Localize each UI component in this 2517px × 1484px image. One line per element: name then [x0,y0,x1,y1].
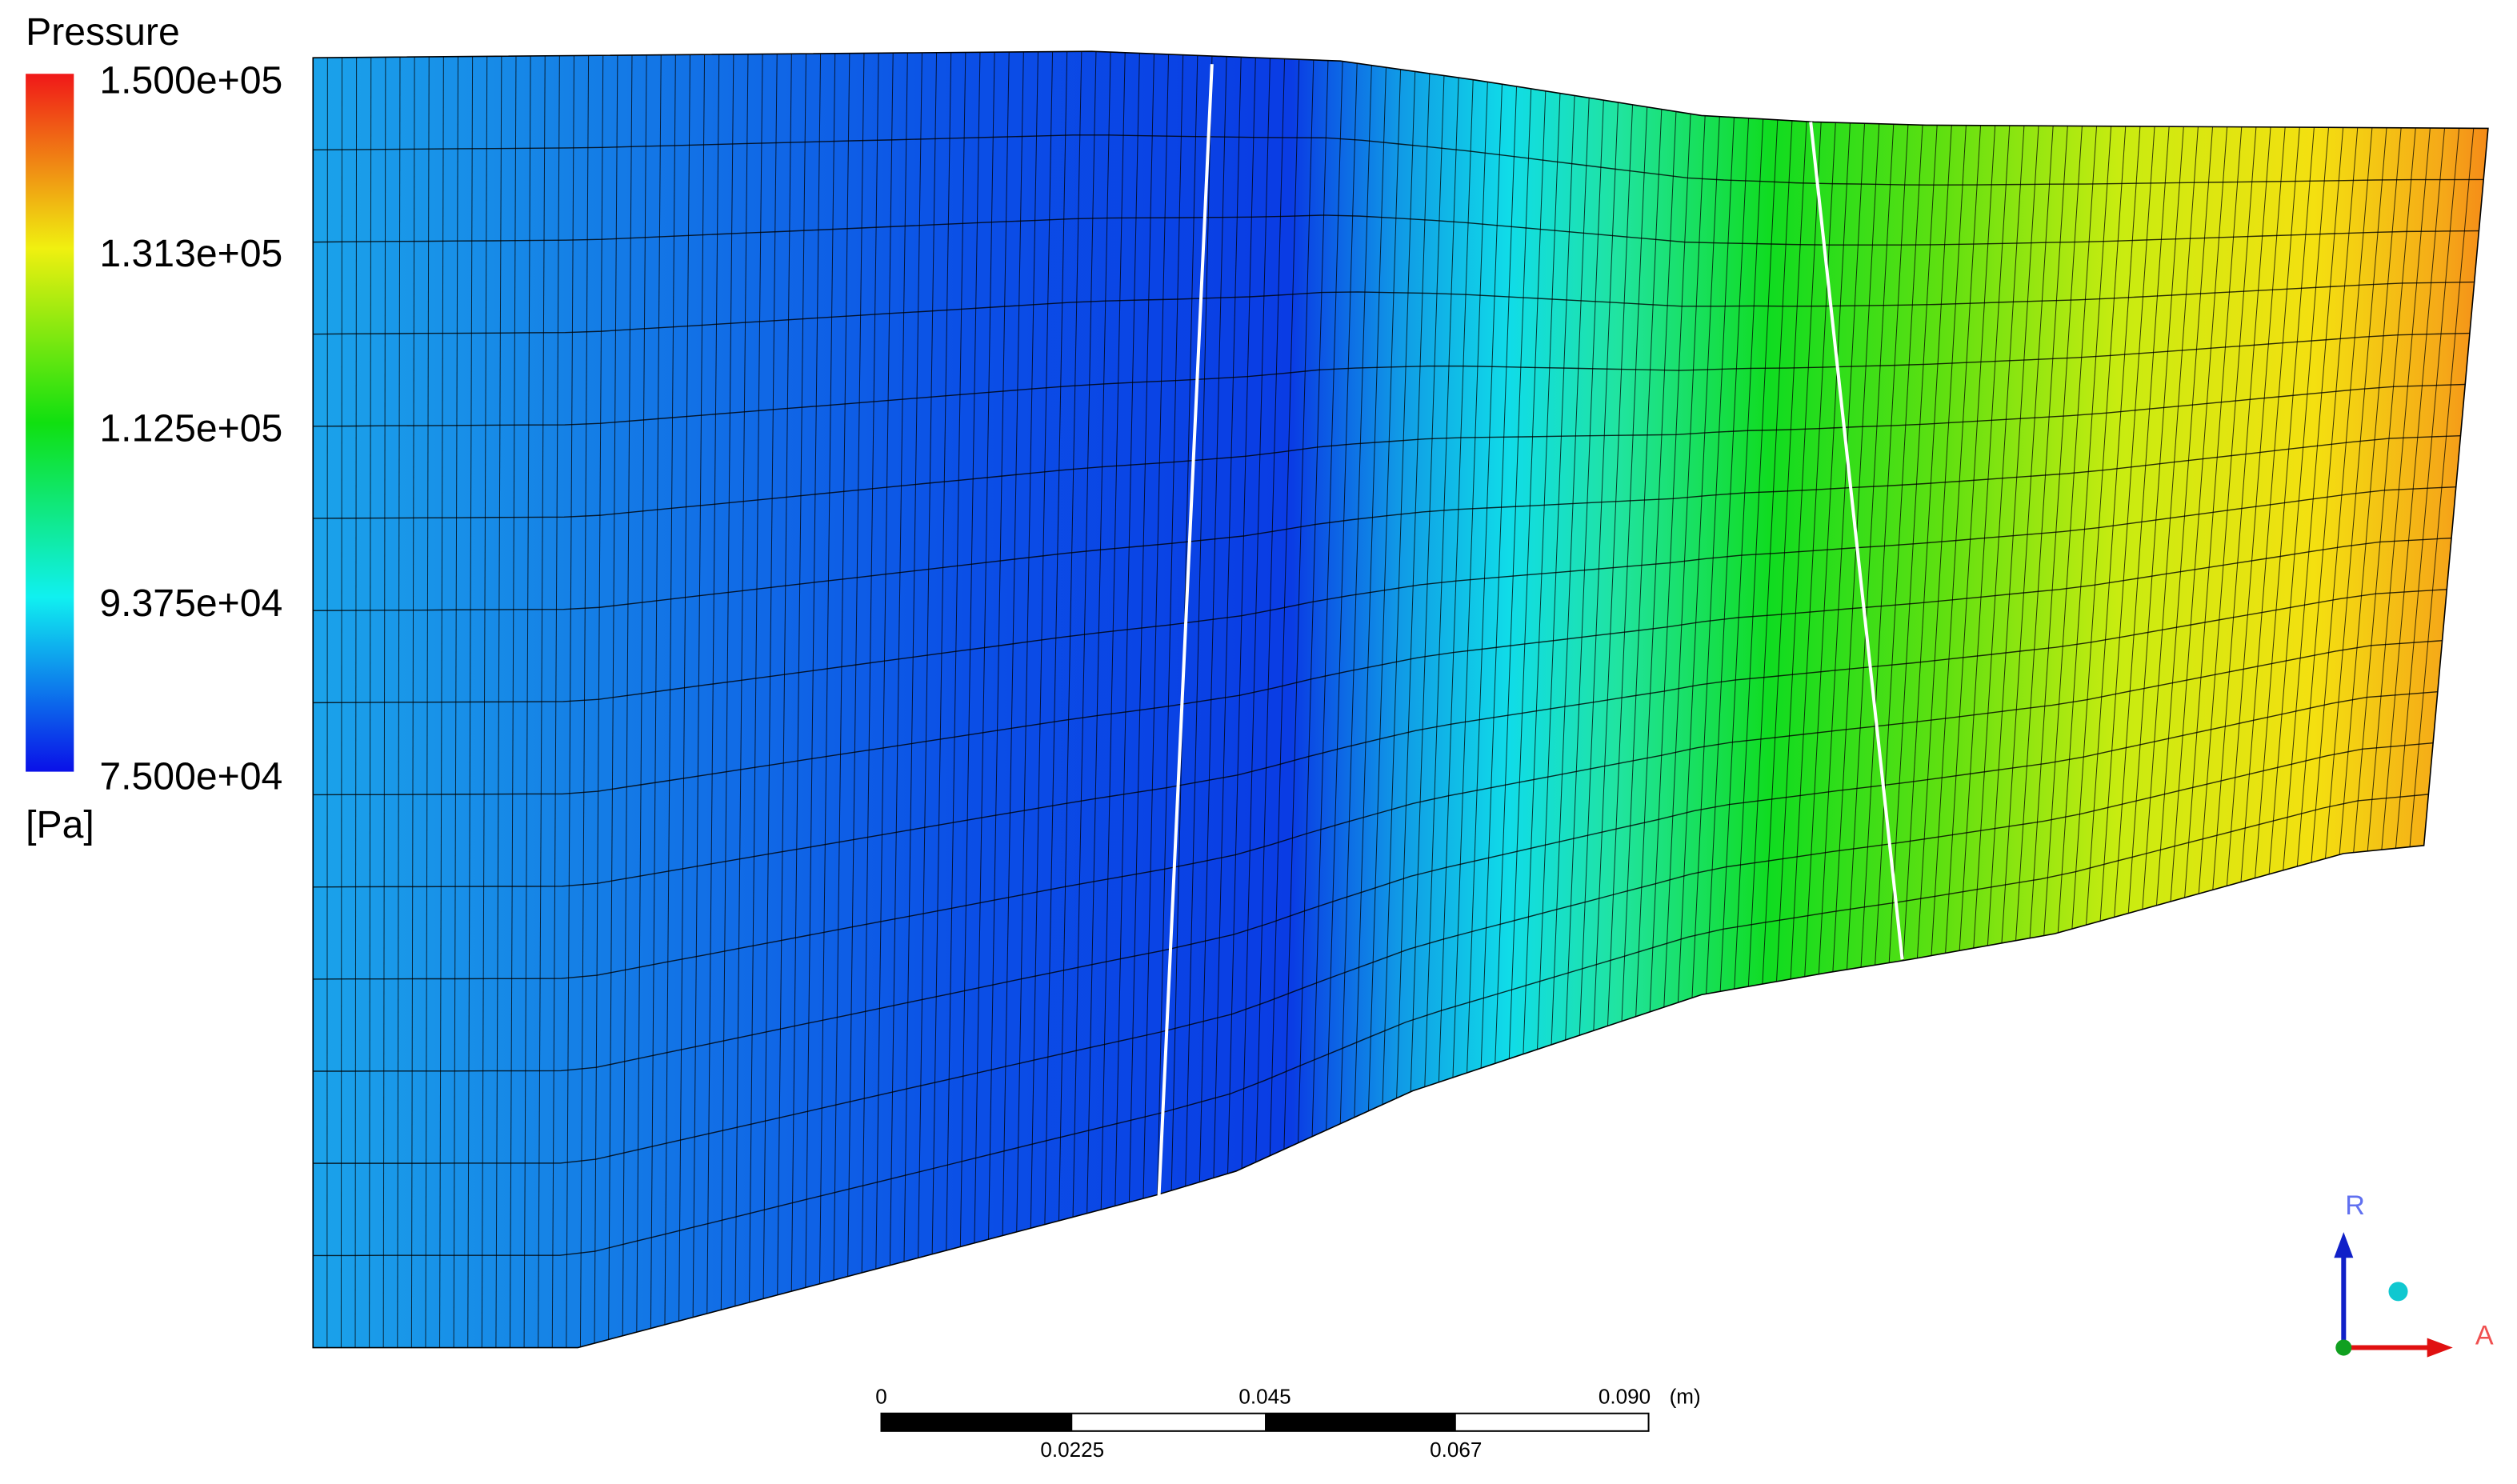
origin [2335,1339,2352,1356]
scale-label: 0.067 [1430,1438,1482,1462]
axis-triad: R A [2334,1190,2494,1358]
arrow-head [2334,1232,2354,1258]
blade [1809,122,1904,960]
scale-bar: 0 0.045 0.090 (m) 0.0225 0.067 [875,1385,1700,1462]
legend-tick: 9.375e+04 [99,582,282,625]
mesh-line [313,214,2479,246]
mesh-line [313,640,2443,980]
arrow-head [2427,1338,2453,1358]
legend-unit: [Pa] [26,803,94,846]
blade [1157,64,1214,1196]
scale-segment [1265,1413,1456,1431]
scale-label: 0.090 [1599,1385,1651,1409]
scale-label: 0.045 [1238,1385,1291,1409]
mesh-line [313,383,2466,519]
radial-label: R [2345,1190,2365,1221]
legend-tick: 1.500e+05 [99,58,282,102]
mesh-line [313,589,2447,888]
mesh-line [313,537,2451,796]
scale-label: 0 [875,1385,887,1409]
color-bar [26,74,74,772]
axial-label: A [2475,1321,2494,1351]
legend-title: Pressure [26,10,180,54]
mesh-line [313,742,2434,1164]
legend-tick: 7.500e+04 [99,755,282,798]
contour-domain [312,50,2489,1349]
legend-tick: 1.125e+05 [99,406,282,450]
legend-tick: 1.313e+05 [99,232,282,275]
mesh-line [579,55,590,1347]
mesh-line [1706,118,1750,994]
mesh-line [2339,127,2402,855]
mesh-line [313,134,2484,186]
mesh-line [313,691,2438,1072]
scale-unit: (m) [1670,1385,1701,1409]
scale-segment [881,1413,1073,1431]
mesh-line [313,486,2456,704]
mesh-line [313,434,2461,611]
mesh-line [313,332,2471,427]
scale-label: 0.0225 [1040,1438,1104,1462]
mesh-line [313,281,2475,335]
view-sphere [2388,1282,2408,1302]
mesh-line [313,794,2429,1257]
mesh [313,51,2484,1348]
